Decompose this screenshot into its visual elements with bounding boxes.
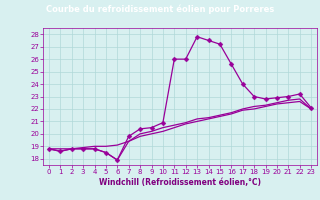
X-axis label: Windchill (Refroidissement éolien,°C): Windchill (Refroidissement éolien,°C) xyxy=(99,178,261,187)
Text: Courbe du refroidissement éolien pour Porreres: Courbe du refroidissement éolien pour Po… xyxy=(46,5,274,14)
